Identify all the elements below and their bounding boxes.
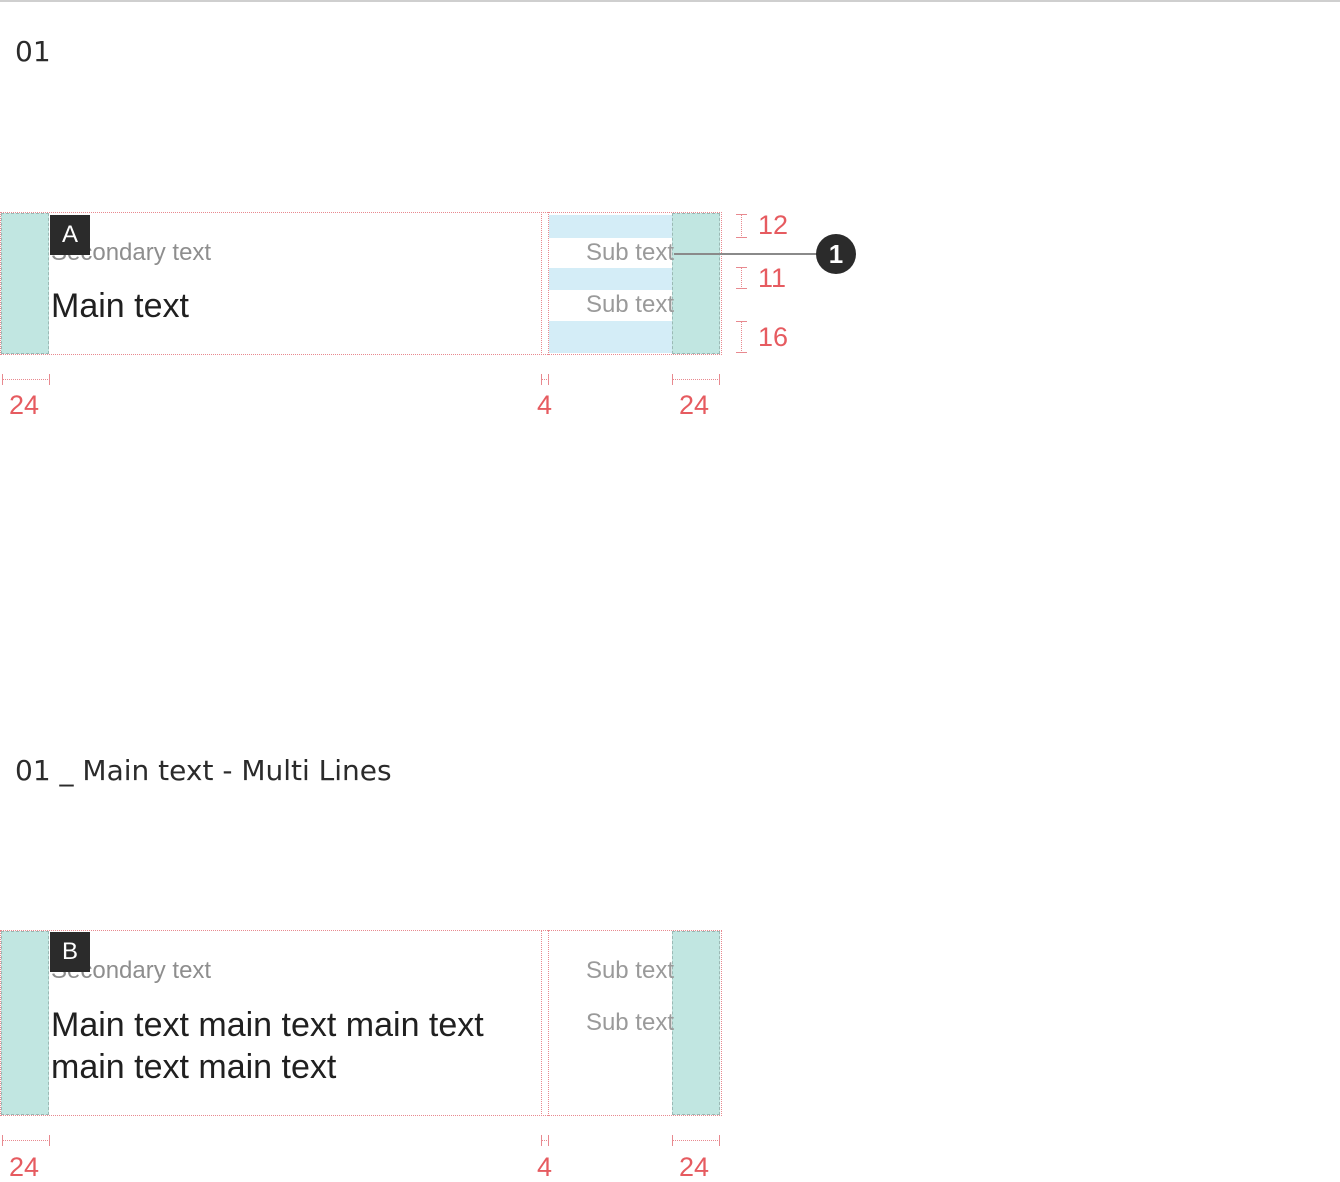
horizontal-dimension-gap-4 [541,1135,549,1146]
main-text: Main text [51,287,189,325]
main-text-multiline: Main text main text main text main text … [51,1006,484,1086]
sub-text-2: Sub text [585,291,674,318]
dimension-label-gap-4: 4 [537,1152,553,1182]
middle-spacing-11 [549,268,672,290]
callout-marker-1: 1 [816,234,856,274]
dimension-label-right-24: 24 [679,1152,710,1182]
badge-b: B [50,932,90,972]
gap-guide-right [548,212,549,355]
dimension-label-12: 12 [758,210,789,240]
badge-a: A [50,215,90,255]
section-title-multiline: 01 _ Main text - Multi Lines [15,754,392,787]
top-spacing-12 [549,215,672,238]
dimension-label-right-24: 24 [679,390,710,420]
bottom-spacing-16 [549,321,672,353]
list-item-spec-a: Secondary text Main text Sub text Sub te… [0,212,722,355]
gap-guide-right [548,930,549,1116]
dimension-label-gap-4: 4 [537,390,553,420]
sub-text-1: Sub text [585,957,674,984]
dimension-label-16: 16 [758,322,789,352]
right-padding-area [672,213,720,354]
section-title-01: 01 [15,35,51,68]
list-item-bounds [0,212,722,355]
dimension-label-left-24: 24 [9,1152,40,1182]
list-item-bounds [0,930,722,1116]
gap-guide-left [541,212,542,355]
horizontal-dimension-left-24 [2,374,50,385]
left-padding-area [1,931,49,1115]
vertical-dimension-12 [736,214,747,238]
callout-leader-line [674,253,819,255]
horizontal-dimension-right-24 [672,374,720,385]
dimension-label-11: 11 [758,263,787,293]
vertical-dimension-11 [736,267,747,289]
top-divider [0,0,1340,2]
vertical-dimension-16 [736,321,747,353]
dimension-label-left-24: 24 [9,390,40,420]
left-padding-area [1,213,49,354]
horizontal-dimension-right-24 [672,1135,720,1146]
sub-text-1: Sub text [585,239,674,266]
horizontal-dimension-gap-4 [541,374,549,385]
list-item-spec-b: Secondary text Main text main text main … [0,930,722,1116]
gap-guide-left [541,930,542,1116]
right-padding-area [672,931,720,1115]
horizontal-dimension-left-24 [2,1135,50,1146]
sub-text-2: Sub text [585,1009,674,1036]
